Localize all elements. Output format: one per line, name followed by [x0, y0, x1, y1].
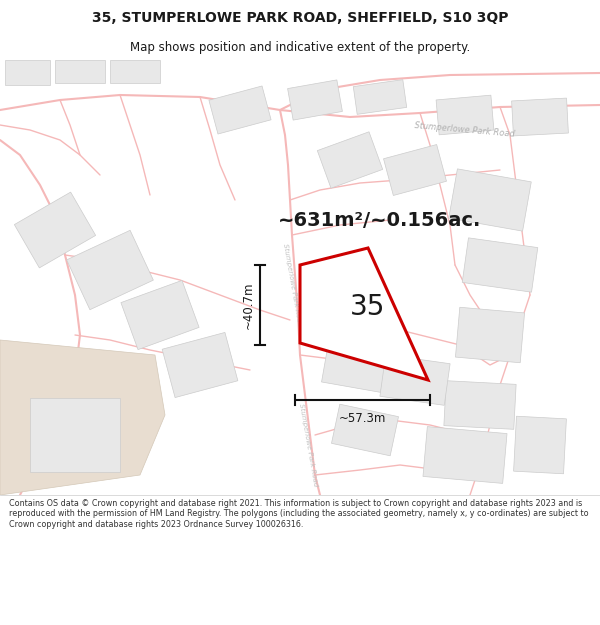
- Text: Stumperlowe Park Road: Stumperlowe Park Road: [298, 403, 319, 487]
- Text: Map shows position and indicative extent of the property.: Map shows position and indicative extent…: [130, 41, 470, 54]
- Polygon shape: [121, 281, 199, 349]
- Polygon shape: [300, 248, 428, 380]
- Polygon shape: [0, 340, 165, 495]
- Polygon shape: [462, 238, 538, 292]
- Text: Stumperlowe Park Road: Stumperlowe Park Road: [415, 121, 515, 139]
- Polygon shape: [162, 332, 238, 398]
- Polygon shape: [436, 95, 494, 135]
- Polygon shape: [514, 416, 566, 474]
- Text: Stumperlowe Park Road: Stumperlowe Park Road: [281, 243, 302, 327]
- Polygon shape: [322, 338, 388, 392]
- Text: ~40.7m: ~40.7m: [241, 281, 254, 329]
- Text: ~57.3m: ~57.3m: [339, 412, 386, 425]
- Polygon shape: [380, 354, 450, 406]
- Text: 35, STUMPERLOWE PARK ROAD, SHEFFIELD, S10 3QP: 35, STUMPERLOWE PARK ROAD, SHEFFIELD, S1…: [92, 11, 508, 25]
- Polygon shape: [331, 404, 398, 456]
- Polygon shape: [287, 80, 343, 120]
- Polygon shape: [449, 169, 531, 231]
- Polygon shape: [30, 398, 120, 472]
- Polygon shape: [317, 132, 383, 188]
- Polygon shape: [14, 192, 95, 268]
- Polygon shape: [67, 230, 154, 310]
- Polygon shape: [512, 98, 568, 136]
- Polygon shape: [5, 60, 50, 85]
- Polygon shape: [209, 86, 271, 134]
- Polygon shape: [423, 427, 507, 483]
- Polygon shape: [110, 60, 160, 83]
- Polygon shape: [353, 79, 407, 114]
- Polygon shape: [455, 308, 524, 362]
- Polygon shape: [383, 144, 446, 196]
- Text: ~631m²/~0.156ac.: ~631m²/~0.156ac.: [278, 211, 482, 229]
- Polygon shape: [55, 60, 105, 83]
- Polygon shape: [444, 381, 516, 429]
- Text: Contains OS data © Crown copyright and database right 2021. This information is : Contains OS data © Crown copyright and d…: [9, 499, 589, 529]
- Text: 35: 35: [350, 293, 386, 321]
